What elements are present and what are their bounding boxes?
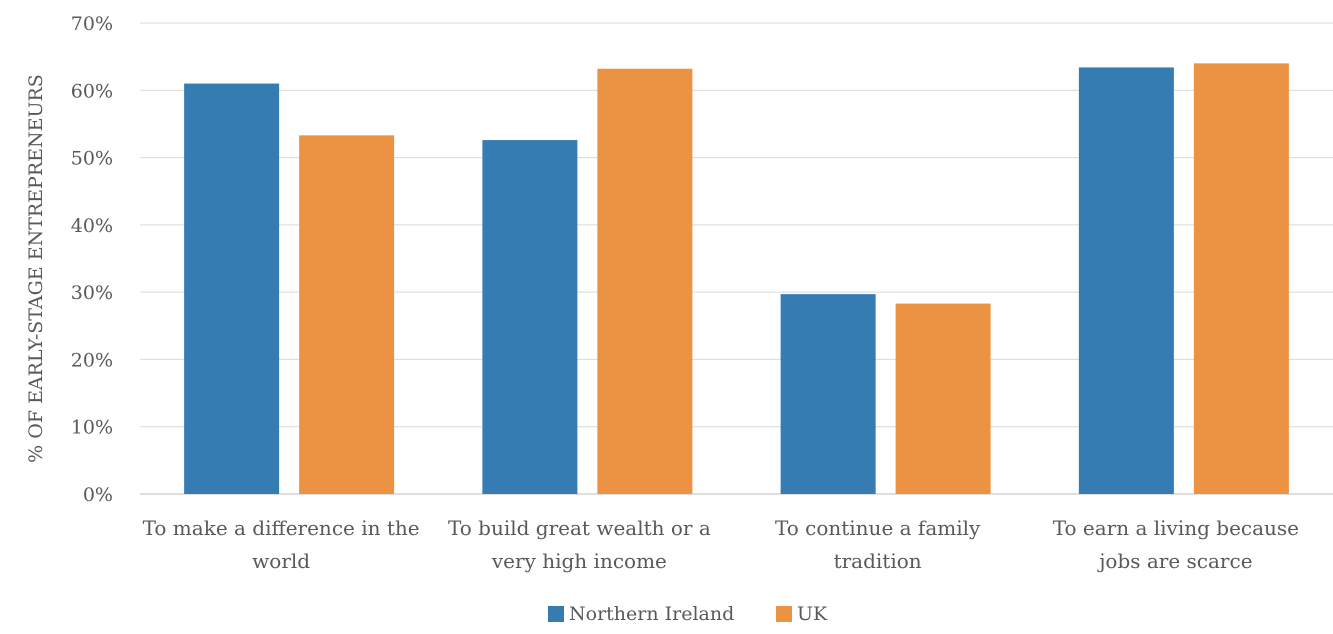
bars [184, 63, 1289, 495]
x-category-label: To continue a family [775, 516, 981, 540]
y-tick-label: 30% [71, 282, 113, 304]
y-tick-label: 10% [71, 417, 113, 439]
bar-uk [895, 303, 991, 494]
legend-swatch [548, 606, 564, 622]
y-tick-label: 20% [71, 349, 113, 371]
legend-label: Northern Ireland [569, 603, 734, 625]
x-category-label: very high income [491, 549, 667, 573]
x-category-label: To earn a living because [1053, 516, 1299, 540]
bar-northern-ireland [780, 294, 876, 494]
bar-northern-ireland [1078, 67, 1174, 494]
bar-uk [597, 68, 693, 495]
bar-uk [299, 135, 395, 495]
y-axis-title: % OF EARLY-STAGE ENTREPRENEURS [25, 74, 47, 463]
x-category-label: world [252, 549, 310, 573]
y-tick-label: 40% [71, 215, 113, 237]
y-tick-label: 0% [83, 484, 113, 506]
y-tick-label: 70% [71, 13, 113, 35]
x-category-label: To make a difference in the [143, 516, 420, 540]
y-axis-ticks: 0% 10% 20% 30% 40% 50% 60% 70% [71, 13, 113, 506]
legend-swatch [776, 606, 792, 622]
bar-northern-ireland [482, 140, 578, 494]
x-category-label: To build great wealth or a [448, 516, 711, 540]
y-tick-label: 60% [71, 80, 113, 102]
bar-northern-ireland [184, 83, 280, 495]
x-category-label: tradition [834, 549, 922, 573]
x-axis-category-labels: To make a difference in the world To build… [143, 516, 1299, 573]
legend-label: UK [797, 603, 828, 625]
y-tick-label: 50% [71, 148, 113, 170]
x-category-label: jobs are scarce [1097, 549, 1252, 573]
legend: Northern Ireland UK [548, 603, 828, 625]
bar-uk [1193, 63, 1289, 494]
